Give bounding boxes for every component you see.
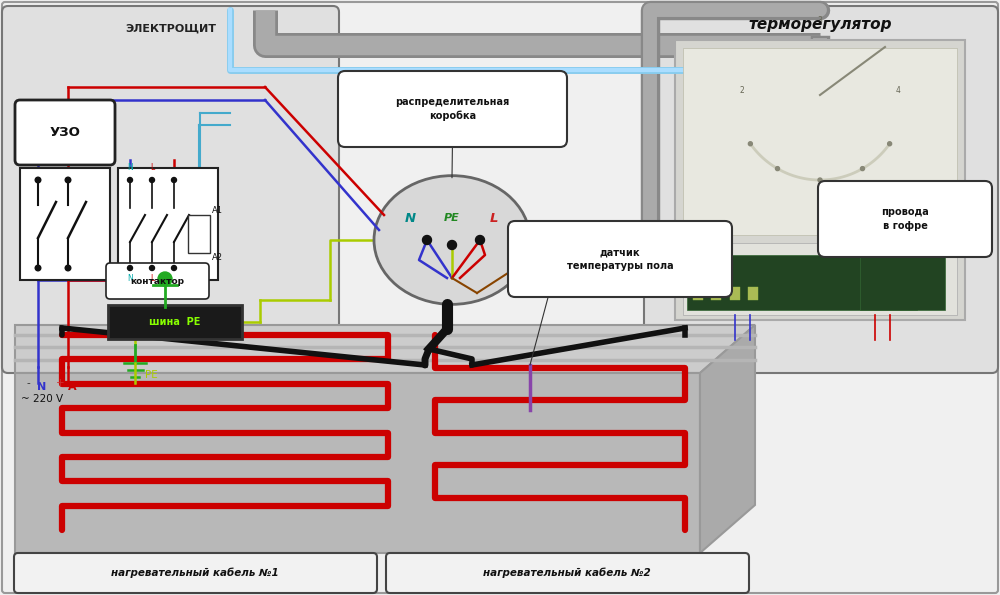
Polygon shape — [15, 325, 755, 373]
Text: PE: PE — [444, 213, 460, 223]
Circle shape — [128, 265, 133, 271]
Circle shape — [818, 178, 822, 182]
FancyBboxPatch shape — [106, 263, 209, 299]
Circle shape — [65, 265, 71, 271]
Circle shape — [65, 177, 71, 183]
Text: нагревательный кабель №2: нагревательный кабель №2 — [483, 568, 651, 578]
FancyBboxPatch shape — [683, 243, 957, 315]
Text: PE: PE — [145, 370, 158, 380]
Circle shape — [35, 177, 41, 183]
FancyBboxPatch shape — [683, 48, 957, 235]
FancyBboxPatch shape — [188, 215, 210, 253]
Text: провода
в гофре: провода в гофре — [881, 208, 929, 231]
Text: нагревательный кабель №1: нагревательный кабель №1 — [111, 568, 279, 578]
Text: N: N — [127, 163, 133, 172]
Polygon shape — [15, 373, 700, 553]
Text: L: L — [150, 274, 154, 283]
Circle shape — [422, 236, 432, 245]
FancyBboxPatch shape — [687, 255, 917, 310]
Text: L: L — [490, 211, 498, 224]
FancyBboxPatch shape — [386, 553, 749, 593]
Text: L: L — [150, 163, 154, 172]
FancyBboxPatch shape — [2, 6, 339, 373]
Text: 2: 2 — [740, 86, 744, 95]
Text: +: + — [56, 378, 64, 388]
FancyBboxPatch shape — [748, 287, 758, 300]
FancyBboxPatch shape — [338, 71, 567, 147]
Text: -: - — [26, 378, 30, 388]
Text: A2: A2 — [212, 252, 223, 261]
Circle shape — [476, 236, 484, 245]
FancyBboxPatch shape — [20, 168, 110, 280]
FancyBboxPatch shape — [693, 287, 703, 300]
Circle shape — [172, 177, 177, 183]
Circle shape — [775, 167, 779, 171]
Text: N: N — [404, 211, 416, 224]
Text: ЭЛЕКТРОЩИТ: ЭЛЕКТРОЩИТ — [125, 24, 216, 34]
FancyBboxPatch shape — [118, 168, 218, 280]
FancyBboxPatch shape — [15, 100, 115, 165]
Text: N: N — [127, 274, 133, 283]
Text: распределительная
коробка: распределительная коробка — [395, 97, 510, 121]
Text: контактор: контактор — [131, 277, 185, 286]
Circle shape — [888, 142, 892, 146]
FancyBboxPatch shape — [818, 181, 992, 257]
Text: https://100melo4.ru: https://100melo4.ru — [402, 280, 499, 290]
Circle shape — [128, 177, 133, 183]
Text: A: A — [68, 382, 76, 392]
Circle shape — [158, 272, 172, 286]
Circle shape — [150, 265, 155, 271]
Circle shape — [150, 177, 155, 183]
Text: 4: 4 — [896, 86, 900, 95]
Text: N: N — [37, 382, 47, 392]
FancyBboxPatch shape — [730, 287, 740, 300]
FancyBboxPatch shape — [508, 221, 732, 297]
Circle shape — [172, 265, 177, 271]
Text: A1: A1 — [212, 205, 223, 215]
Text: УЗО: УЗО — [50, 126, 80, 139]
FancyBboxPatch shape — [860, 255, 945, 310]
Text: терморегулятор: терморегулятор — [748, 17, 892, 32]
Text: ~ 220 V: ~ 220 V — [21, 394, 63, 404]
Circle shape — [748, 142, 752, 146]
Ellipse shape — [374, 176, 530, 305]
Circle shape — [35, 265, 41, 271]
FancyBboxPatch shape — [14, 553, 377, 593]
Circle shape — [448, 240, 456, 249]
Text: шина  РЕ: шина РЕ — [149, 317, 201, 327]
FancyBboxPatch shape — [644, 6, 998, 373]
FancyBboxPatch shape — [675, 40, 965, 320]
Polygon shape — [700, 325, 755, 553]
FancyBboxPatch shape — [108, 305, 242, 339]
FancyBboxPatch shape — [711, 287, 721, 300]
Circle shape — [860, 167, 864, 171]
Text: датчик
температуры пола: датчик температуры пола — [567, 248, 673, 271]
Text: 3: 3 — [818, 15, 822, 24]
